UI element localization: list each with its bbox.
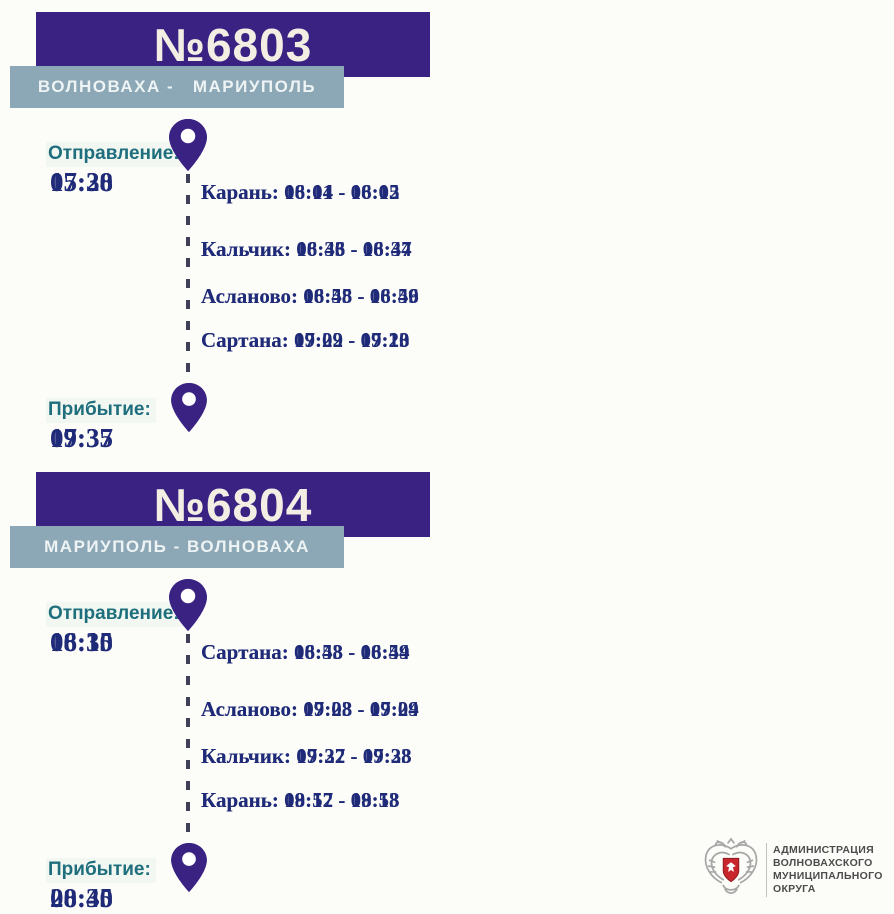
- train-number: №6804: [153, 478, 313, 531]
- logo-text-line: ОКРУГА: [773, 883, 816, 895]
- train-number: №6803: [153, 18, 313, 71]
- arrival-label: Прибытие:: [46, 398, 156, 423]
- logo-text-line: АДМИНИСТРАЦИЯ: [773, 844, 874, 856]
- stop-item: Асланово: 19:08 - 19:09: [201, 697, 419, 721]
- arrival-pin-icon: [171, 843, 207, 892]
- stop-item: Кальчик: 06:46 - 06:47: [201, 237, 412, 261]
- stop-item: Сартана: 18:43 - 18:44: [201, 640, 410, 664]
- logo-text-block: АДМИНИСТРАЦИЯ ВОЛНОВАХСКОГО МУНИЦИПАЛЬНО…: [773, 844, 883, 896]
- route-label: МАРИУПОЛЬ - ВОЛНОВАХА: [44, 537, 310, 556]
- arrival-label: Прибытие:: [46, 858, 156, 883]
- stop-item: Сартана: 19:09 - 19:10: [201, 328, 410, 352]
- stop-item: Карань: 18:01 - 18:02: [201, 180, 400, 204]
- stop-item: Сартана: 07:22 - 07:23: [201, 328, 410, 352]
- stop-item: Кальчик: 07:37 - 07:38: [201, 744, 412, 768]
- departure-time: 18:15: [50, 627, 113, 657]
- eagle-emblem-icon: [704, 837, 758, 894]
- train-panel-6803: №6803 ВОЛНОВАХА - МАРИУПОЛЬ Отправление:…: [0, 0, 447, 453]
- stop-item: Карань: 06:14 - 06:15: [201, 180, 400, 204]
- stop-item: Асланово: 07:23 - 07:24: [201, 697, 419, 721]
- departure-pin-icon: [169, 119, 207, 171]
- administration-logo: АДМИНИСТРАЦИЯ ВОЛНОВАХСКОГО МУНИЦИПАЛЬНО…: [700, 836, 892, 904]
- route-banner: ВОЛНОВАХА - МАРИУПОЛЬ: [10, 66, 344, 108]
- train-panel-6804: №6804 МАРИУПОЛЬ - ВОЛНОВАХА Отправление:…: [0, 460, 447, 913]
- arrival-time: 07:35: [50, 423, 113, 453]
- departure-label: Отправление:: [46, 142, 185, 167]
- stop-item: Карань: 19:57 - 19:58: [201, 788, 400, 812]
- departure-time: 05:28: [50, 167, 113, 197]
- stop-item: Кальчик: 18:33 - 18:34: [201, 237, 412, 261]
- arrival-pin-icon: [171, 383, 207, 432]
- arrival-time: 19:37: [50, 423, 113, 453]
- stop-item: Асланово: 18:45 - 18:46: [201, 284, 419, 308]
- departure-pin-icon: [169, 579, 207, 631]
- route-dashed-line: [186, 634, 190, 846]
- logo-text-line: МУНИЦИПАЛЬНОГО: [773, 870, 883, 882]
- stop-item: Карань: 08:12 - 08:13: [201, 788, 400, 812]
- logo-divider: [766, 843, 767, 897]
- stop-item: Кальчик: 19:22 - 19:23: [201, 744, 412, 768]
- route-dashed-line: [186, 174, 190, 386]
- train-number-header: №6804: [36, 472, 430, 537]
- stop-item: Асланово: 06:58 - 06:59: [201, 284, 419, 308]
- departure-label: Отправление:: [46, 602, 185, 627]
- logo-text-line: ВОЛНОВАХСКОГО: [773, 857, 873, 869]
- route-label: ВОЛНОВАХА - МАРИУПОЛЬ: [37, 77, 317, 96]
- route-banner: МАРИУПОЛЬ - ВОЛНОВАХА: [10, 526, 344, 568]
- stop-item: Сартана: 06:58 - 06:59: [201, 640, 410, 664]
- departure-time: 06:30: [50, 627, 113, 657]
- arrival-time: 20:30: [50, 883, 113, 913]
- departure-time: 17:30: [50, 167, 113, 197]
